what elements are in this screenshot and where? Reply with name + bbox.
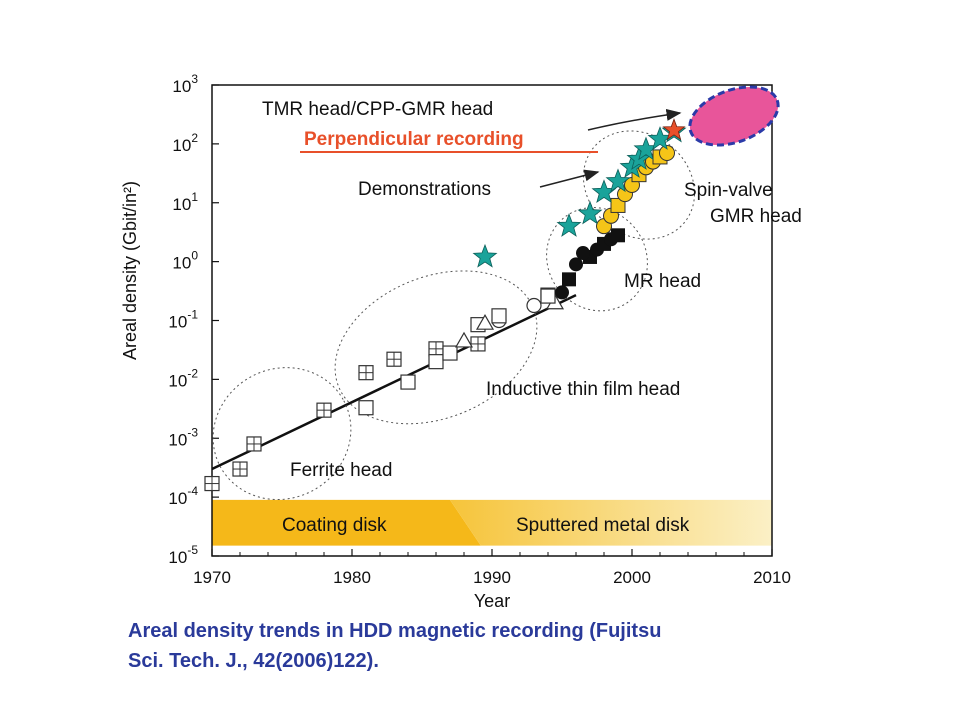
y-tick-exponent: 2 — [191, 131, 198, 145]
y-axis-label: Areal density (Gbit/in²) — [120, 181, 140, 360]
y-tick-exponent: -1 — [187, 308, 198, 322]
annotation-demonstrations: Demonstrations — [358, 179, 491, 200]
x-tick-label: 1980 — [333, 568, 371, 587]
data-point-black-filled — [562, 272, 576, 287]
y-tick-label: 10-1 — [168, 308, 198, 332]
x-tick-label: 2000 — [613, 568, 651, 587]
data-point-boxed-plus — [428, 341, 444, 357]
annotation-perpendicular-recording: Perpendicular recording — [304, 129, 524, 150]
y-tick-base: 10 — [168, 430, 187, 449]
y-tick-base: 10 — [172, 195, 191, 214]
y-tick-label: 10-5 — [168, 543, 198, 567]
annotation-tmr-head: TMR head/CPP-GMR head — [262, 99, 493, 120]
y-tick-base: 10 — [168, 489, 187, 508]
band-sputtered-metal-disk — [450, 499, 772, 546]
trend-line — [211, 293, 577, 471]
band-coating-disk — [212, 499, 481, 546]
data-point-circle-open — [526, 297, 542, 314]
y-tick-exponent: 0 — [191, 249, 198, 263]
data-point-yellow-filled — [610, 197, 626, 213]
data-point-star-red — [662, 118, 686, 141]
data-point-boxed-plus — [470, 336, 486, 352]
data-point-star-teal — [605, 168, 631, 193]
data-point-black-filled — [569, 257, 583, 272]
data-point-boxed-plus — [246, 436, 262, 452]
figure-caption: Areal density trends in HDD magnetic rec… — [128, 616, 928, 676]
y-tick-base: 10 — [172, 136, 191, 155]
data-point-yellow-filled — [659, 144, 675, 161]
annotation-inductive-thin-film-head: Inductive thin film head — [486, 379, 680, 400]
data-point-black-filled — [611, 228, 625, 243]
areal-density-chart: 1970 1980 1990 2000 2010Year10-510-410-310-2… — [120, 72, 802, 611]
data-point-star-teal — [556, 213, 582, 237]
data-point-boxed-plus — [386, 351, 402, 367]
band-label-sputtered-metal-disk: Sputtered metal disk — [516, 515, 690, 536]
y-tick-base: 10 — [168, 548, 187, 567]
x-tick-label: 1970 — [193, 568, 231, 587]
y-tick-exponent: -2 — [187, 366, 198, 380]
band-label-coating-disk: Coating disk — [282, 515, 387, 536]
target-ellipse — [688, 85, 780, 147]
data-point-star-teal — [577, 200, 603, 225]
y-tick-label: 100 — [172, 249, 198, 273]
annotation-spin-valve: Spin-valve — [684, 180, 773, 201]
data-point-square-open — [540, 288, 556, 304]
y-tick-exponent: -4 — [187, 484, 198, 498]
annotation-mr-head: MR head — [624, 271, 701, 292]
data-point-boxed-plus — [232, 461, 248, 477]
data-point-black-filled — [555, 285, 569, 300]
data-point-black-filled — [576, 246, 590, 261]
data-point-square-open — [400, 374, 416, 390]
y-tick-exponent: 1 — [191, 190, 198, 204]
y-tick-label: 103 — [172, 72, 198, 96]
annotation-ferrite-head: Ferrite head — [290, 460, 392, 481]
data-point-square-open — [428, 354, 444, 370]
data-point-triangle-open — [475, 313, 495, 330]
data-point-square-open — [358, 400, 374, 416]
x-tick-label: 2010 — [753, 568, 791, 587]
arrow-demonstrations — [539, 169, 600, 188]
y-tick-label: 10-2 — [168, 366, 198, 390]
y-tick-base: 10 — [172, 254, 191, 273]
annotation-gmr-head: GMR head — [710, 206, 802, 227]
y-tick-exponent: -5 — [187, 543, 198, 557]
data-point-square-open — [442, 345, 458, 361]
caption-line-2: Sci. Tech. J., 42(2006)122). — [128, 650, 379, 672]
y-tick-label: 10-3 — [168, 425, 198, 449]
y-tick-base: 10 — [172, 77, 191, 96]
arrow-tmr — [587, 108, 682, 131]
y-tick-base: 10 — [168, 313, 187, 332]
data-point-star-teal — [472, 243, 498, 268]
data-point-boxed-plus — [358, 365, 374, 381]
y-tick-exponent: 3 — [191, 72, 198, 86]
y-tick-label: 102 — [172, 131, 198, 155]
data-point-boxed-plus — [316, 402, 332, 418]
data-point-triangle-open — [454, 331, 474, 348]
y-tick-label: 10-4 — [168, 484, 198, 508]
x-axis-label: Year — [474, 591, 510, 611]
caption-line-1: Areal density trends in HDD magnetic rec… — [128, 620, 662, 642]
x-tick-label: 1990 — [473, 568, 511, 587]
y-tick-label: 101 — [172, 190, 198, 214]
y-tick-base: 10 — [168, 371, 187, 390]
y-tick-exponent: -3 — [187, 425, 198, 439]
data-point-boxed-plus — [204, 475, 220, 492]
data-point-square-open — [491, 308, 507, 324]
